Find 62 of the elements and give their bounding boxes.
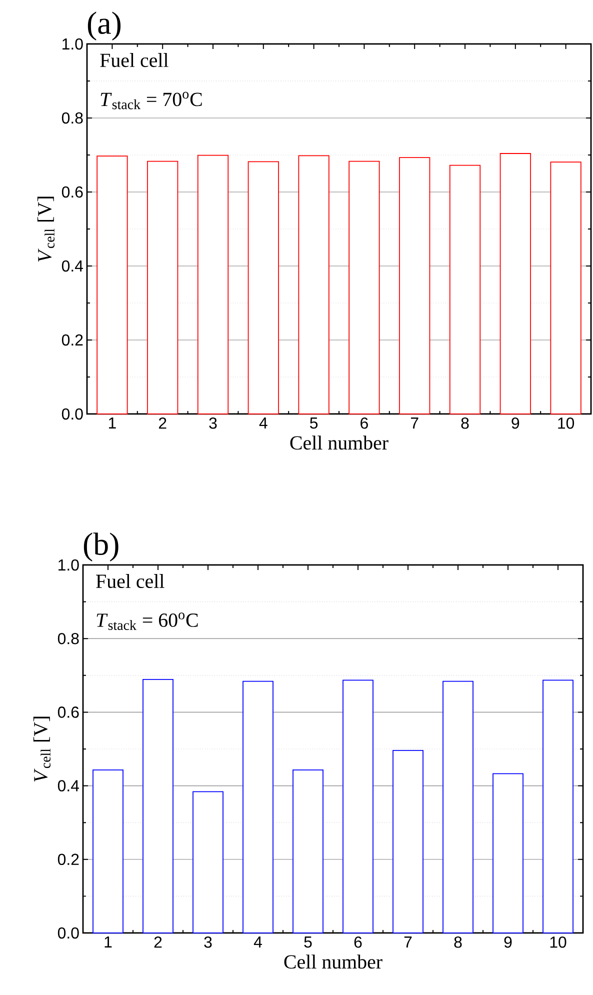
bar xyxy=(92,770,124,934)
x-tick-label: 1 xyxy=(104,936,112,948)
x-tick-label: 9 xyxy=(504,936,512,948)
bar xyxy=(392,750,424,934)
x-tick-label: 1 xyxy=(108,418,116,428)
x-tick-label: 4 xyxy=(254,936,262,948)
x-tick-label: 5 xyxy=(310,418,318,429)
bar xyxy=(342,680,374,934)
x-tick-label: 10 xyxy=(558,418,574,429)
y-tick-label: 0.2 xyxy=(58,854,79,866)
x-tick-label: 2 xyxy=(158,418,166,429)
x-tick-label: 4 xyxy=(259,418,268,428)
x-tick-label: 7 xyxy=(404,936,412,948)
x-tick-label: 7 xyxy=(410,418,418,428)
bar xyxy=(542,680,574,934)
y-tick-label: 0.8 xyxy=(58,632,79,644)
y-tick-label: 0.4 xyxy=(58,780,80,792)
bar xyxy=(147,160,178,414)
bar xyxy=(197,154,229,414)
x-tick-label: 8 xyxy=(454,936,462,948)
y-tick-label: 0.0 xyxy=(58,927,79,939)
chart-title: (b) xyxy=(84,532,118,562)
y-tick-label: 0.6 xyxy=(62,186,83,198)
y-axis-title: V$_{cell}$ [V] xyxy=(37,196,54,262)
bar xyxy=(292,770,324,934)
bar xyxy=(449,164,481,414)
annotation: Fuel cell xyxy=(100,53,168,68)
bar xyxy=(298,155,330,414)
bar xyxy=(550,162,582,414)
x-tick-label: 6 xyxy=(360,418,368,429)
y-tick-label: 0.4 xyxy=(62,260,84,272)
bar xyxy=(492,773,524,934)
bar xyxy=(399,157,430,414)
bar xyxy=(242,680,274,934)
bar xyxy=(500,153,531,414)
bar xyxy=(442,680,474,934)
x-axis-title: Cell number xyxy=(290,436,388,450)
y-tick-label: 0.6 xyxy=(58,706,79,718)
y-tick-label: 1.0 xyxy=(58,559,79,571)
annotation: T$_{stack}$ = 70$^{o}$C xyxy=(100,92,202,110)
x-axis-title: Cell number xyxy=(284,954,382,969)
y-tick-label: 0.2 xyxy=(62,334,83,346)
y-tick-label: 0.8 xyxy=(62,112,83,124)
x-tick-label: 9 xyxy=(512,418,520,429)
annotation: Fuel cell xyxy=(96,574,164,588)
y-tick-label: 1.0 xyxy=(62,38,83,50)
x-tick-label: 5 xyxy=(304,936,312,948)
annotation: T$_{stack}$ = 60$^{o}$C xyxy=(96,612,198,630)
bar xyxy=(142,678,174,934)
bar xyxy=(192,791,224,934)
x-tick-label: 6 xyxy=(354,936,362,948)
y-axis-title: V$_{cell}$ [V] xyxy=(33,716,50,782)
x-tick-label: 10 xyxy=(550,936,566,948)
x-tick-label: 2 xyxy=(154,936,162,948)
chart-title: (a) xyxy=(88,12,121,40)
y-tick-label: 0.0 xyxy=(62,408,83,420)
x-tick-label: 3 xyxy=(209,418,217,429)
bar xyxy=(96,156,128,414)
bar xyxy=(248,161,279,414)
x-tick-label: 8 xyxy=(461,418,469,429)
bar xyxy=(348,160,380,414)
x-tick-label: 3 xyxy=(204,936,212,948)
